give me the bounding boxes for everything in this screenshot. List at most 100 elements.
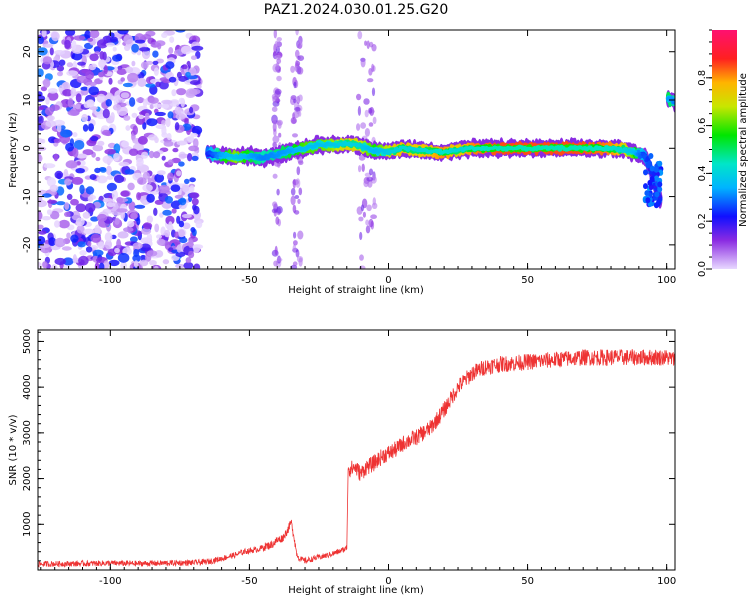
- heatmap-noise-blob: [136, 157, 144, 167]
- heatmap-noise-blob: [108, 77, 113, 85]
- heatmap-ridge-cell: [672, 101, 675, 105]
- heatmap-noise-blob: [84, 30, 91, 40]
- heatmap-noise-blob: [57, 71, 63, 77]
- heatmap-noise-blob: [50, 210, 60, 220]
- heatmap-noise-blob: [368, 218, 374, 228]
- heatmap-noise-blob: [38, 236, 46, 245]
- heatmap-noise-blob: [188, 250, 195, 259]
- heatmap-noise-blob: [172, 147, 179, 153]
- heatmap-noise-blob: [77, 61, 86, 66]
- heatmap-noise-blob: [176, 170, 182, 177]
- heatmap-noise-blob: [191, 244, 201, 253]
- heatmap-noise-blob: [358, 165, 362, 173]
- snr-y-tick-label: 5000: [22, 329, 33, 354]
- heatmap-noise-blob: [152, 103, 163, 108]
- heatmap-noise-blob: [122, 82, 133, 88]
- heatmap-noise-blob: [58, 59, 66, 66]
- heatmap-noise-blob: [144, 112, 150, 119]
- heatmap-noise-blob: [61, 246, 72, 251]
- heatmap-noise-blob: [272, 117, 277, 124]
- heatmap-noise-blob: [54, 170, 64, 179]
- heatmap-noise-blob: [65, 30, 76, 37]
- heatmap-noise-blob: [297, 198, 301, 204]
- heatmap-noise-blob: [45, 96, 50, 105]
- heatmap-noise-blob: [132, 125, 138, 135]
- heatmap-noise-blob: [38, 152, 41, 162]
- heatmap-noise-blob: [356, 123, 361, 131]
- heatmap-noise-blob: [297, 55, 305, 61]
- heatmap-noise-blob: [362, 211, 366, 218]
- heatmap-noise-blob: [156, 234, 162, 239]
- heatmap-noise-blob: [113, 152, 120, 162]
- heatmap-noise-blob: [298, 187, 303, 196]
- heatmap-noise-blob: [276, 188, 280, 196]
- heatmap-noise-blob: [290, 195, 296, 206]
- heatmap-noise-blob: [278, 132, 282, 138]
- heatmap-noise-blob: [130, 236, 138, 243]
- heatmap-noise-blob: [176, 244, 182, 253]
- heatmap-noise-blob: [366, 176, 374, 182]
- heatmap-noise-blob: [104, 239, 112, 250]
- heatmap-noise-blob: [46, 209, 53, 216]
- heatmap-noise-blob: [162, 259, 170, 265]
- heatmap-noise-blob: [171, 89, 177, 97]
- heatmap-noise-blob: [359, 231, 363, 241]
- heatmap-noise-blob: [120, 190, 130, 197]
- heatmap-noise-blob: [292, 133, 298, 138]
- heatmap-noise-blob: [274, 245, 278, 256]
- heatmap-noise-blob: [102, 155, 114, 164]
- heatmap-noise-blob: [295, 49, 300, 58]
- heatmap-noise-blob: [47, 91, 59, 101]
- heatmap-frame: [37, 29, 676, 270]
- heatmap-noise-blob: [178, 204, 187, 210]
- heatmap-noise-blob: [96, 39, 108, 49]
- heatmap-noise-blob: [44, 107, 54, 116]
- heatmap-noise-blob: [85, 71, 95, 80]
- heatmap-noise-blob: [168, 221, 173, 230]
- heatmap-noise-blob: [356, 93, 362, 101]
- heatmap-noise-blob: [184, 118, 189, 126]
- heatmap-noise-blob: [64, 202, 70, 210]
- heatmap-noise-blob: [187, 153, 193, 162]
- colorbar-label: Normalized spectral amplitude: [738, 73, 749, 227]
- heatmap-noise-blob: [79, 184, 85, 195]
- heatmap-ridge-cell: [657, 186, 663, 193]
- heatmap-noise-blob: [170, 184, 181, 192]
- heatmap-noise-blob: [108, 259, 120, 267]
- heatmap-ridge-cell: [649, 165, 655, 172]
- heatmap-noise-blob: [147, 177, 152, 185]
- heatmap-noise-blob: [169, 36, 175, 43]
- heatmap-noise-blob: [175, 30, 186, 33]
- heatmap-noise-blob: [181, 185, 190, 192]
- heatmap-noise-blob: [142, 121, 147, 130]
- heatmap-noise-blob: [60, 129, 72, 138]
- chart-title: PAZ1.2024.030.01.25.G20: [264, 2, 449, 18]
- heatmap-noise-blob: [104, 232, 113, 242]
- heatmap-noise-blob: [298, 257, 303, 267]
- heatmap-noise-blob: [181, 64, 188, 70]
- heatmap-y-label: Frequency (Hz): [8, 112, 19, 188]
- snr-x-tick-label: 100: [657, 576, 676, 587]
- heatmap-x-tick-label: 0: [385, 275, 391, 286]
- heatmap-noise-blob: [371, 63, 375, 73]
- heatmap-noise-blob: [48, 237, 56, 247]
- heatmap-noise-blob: [124, 169, 135, 175]
- heatmap-noise-blob: [112, 54, 122, 62]
- heatmap-y-tick-label: -10: [22, 188, 33, 204]
- heatmap-noise-blob: [161, 103, 170, 109]
- heatmap-noise-blob: [96, 93, 106, 103]
- heatmap-x-label: Height of straight line (km): [288, 285, 424, 296]
- heatmap-noise-blob: [161, 99, 173, 105]
- heatmap-noise-blob: [195, 220, 203, 229]
- heatmap-noise-blob: [178, 197, 187, 206]
- heatmap-noise-blob: [276, 75, 282, 82]
- heatmap-noise-blob: [138, 114, 145, 120]
- heatmap-noise-blob: [38, 210, 43, 221]
- heatmap-noise-blob: [367, 78, 374, 83]
- heatmap-noise-blob: [38, 230, 47, 235]
- heatmap-noise-blob: [62, 89, 73, 97]
- heatmap-noise-blob: [43, 163, 56, 169]
- heatmap-ridge-cell: [643, 183, 648, 190]
- heatmap-noise-blob: [38, 36, 44, 45]
- heatmap-noise-blob: [360, 122, 366, 129]
